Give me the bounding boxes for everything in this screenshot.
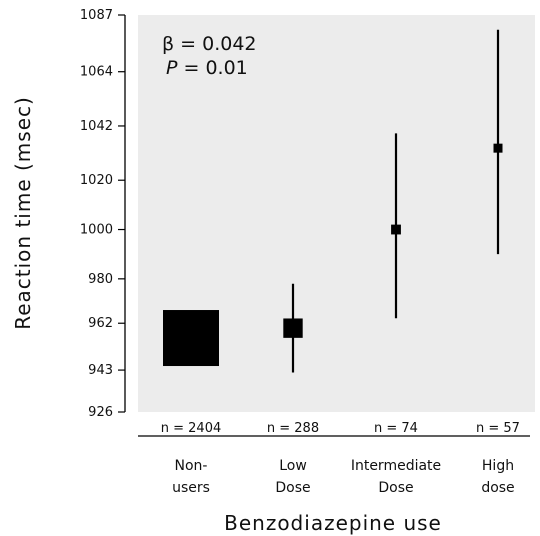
y-tick-label: 1087 <box>80 8 113 23</box>
p-letter: P <box>166 57 178 79</box>
data-marks <box>163 29 503 373</box>
x-axis-title: Benzodiazepine use <box>224 511 442 535</box>
sample-size-label: n = 57 <box>476 421 520 436</box>
point-marker <box>391 224 401 235</box>
category-label-line1: Intermediate <box>351 458 441 474</box>
sample-size-label: n = 74 <box>374 421 418 436</box>
y-axis-ticks: 926 943 962 980 1000 1020 1042 1064 1087 <box>80 8 125 420</box>
category-label-line2: dose <box>481 480 514 496</box>
category-label-line2: users <box>172 480 210 496</box>
sample-size-labels: n = 2404 n = 288 n = 74 n = 57 <box>161 421 520 436</box>
point-marker <box>493 143 503 153</box>
category-label-line1: Non- <box>175 458 208 474</box>
category-label-line2: Dose <box>378 480 413 496</box>
sample-size-label: n = 288 <box>267 421 319 436</box>
category-labels: Non-users Low Dose Intermediate Dose High dose <box>172 458 515 496</box>
category-label-line1: Low <box>279 458 307 474</box>
p-value-annotation: P = 0.01 <box>166 57 248 79</box>
y-tick-label: 980 <box>88 272 113 287</box>
y-tick-label: 1020 <box>80 173 113 188</box>
point-marker <box>163 310 219 367</box>
y-axis-title: Reaction time (msec) <box>11 96 35 330</box>
sample-size-label: n = 2404 <box>161 421 221 436</box>
y-tick-label: 1042 <box>80 119 113 134</box>
category-label-line2: Dose <box>275 480 310 496</box>
y-tick-label: 962 <box>88 316 113 331</box>
point-marker <box>283 318 303 338</box>
y-tick-label: 926 <box>88 405 113 420</box>
y-tick-label: 1000 <box>80 223 113 238</box>
p-value: = 0.01 <box>177 57 247 79</box>
category-label-line1: High <box>482 458 514 474</box>
beta-annotation: β = 0.042 <box>162 33 257 55</box>
y-tick-label: 1064 <box>80 65 113 80</box>
y-tick-label: 943 <box>88 363 113 378</box>
